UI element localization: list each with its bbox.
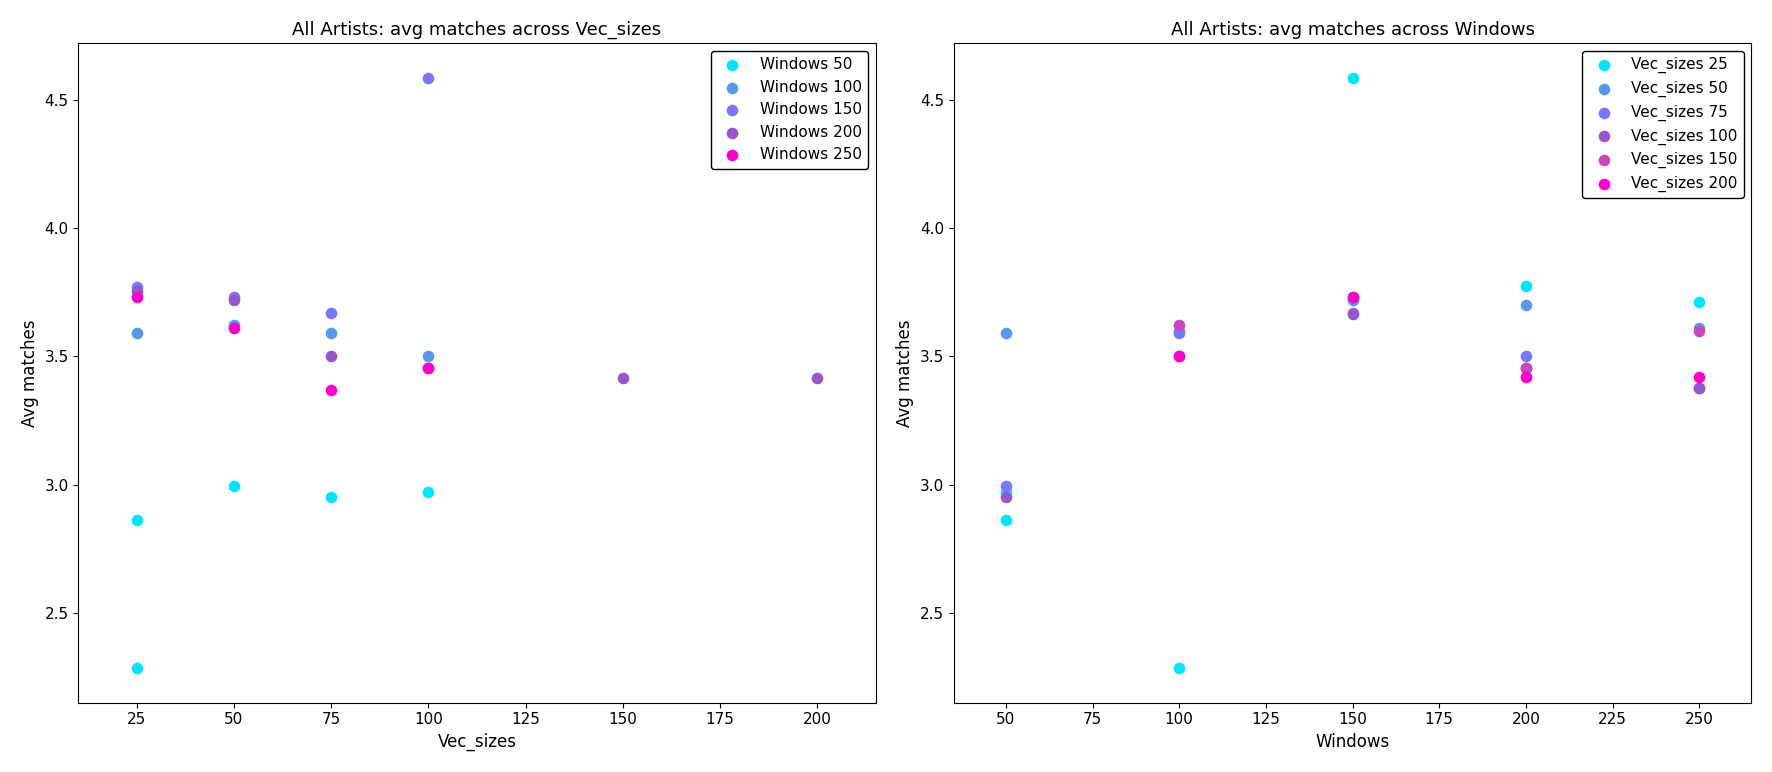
Vec_sizes 75 xyxy=(1685,382,1714,394)
Windows 50 xyxy=(220,479,248,492)
Windows 150 xyxy=(220,291,248,303)
Windows 200 xyxy=(803,372,831,384)
Vec_sizes 200 xyxy=(1164,350,1193,362)
Windows 250 xyxy=(317,384,346,396)
Vec_sizes 200 xyxy=(1338,291,1366,303)
Title: All Artists: avg matches across Vec_sizes: All Artists: avg matches across Vec_size… xyxy=(292,21,661,39)
Y-axis label: Avg matches: Avg matches xyxy=(897,319,914,427)
Windows 200 xyxy=(122,285,151,297)
Windows 100 xyxy=(415,350,443,362)
Vec_sizes 100 xyxy=(992,491,1021,503)
Windows 50 xyxy=(415,486,443,499)
Legend: Vec_sizes 25, Vec_sizes 50, Vec_sizes 75, Vec_sizes 100, Vec_sizes 150, Vec_size: Vec_sizes 25, Vec_sizes 50, Vec_sizes 75… xyxy=(1582,51,1744,198)
Windows 100 xyxy=(220,320,248,332)
Vec_sizes 25 xyxy=(1512,279,1540,292)
Vec_sizes 25 xyxy=(1164,662,1193,674)
Windows 100 xyxy=(122,327,151,340)
Windows 200 xyxy=(220,293,248,306)
Windows 200 xyxy=(608,372,636,384)
Vec_sizes 150 xyxy=(1338,291,1366,303)
Vec_sizes 100 xyxy=(1685,382,1714,394)
Windows 150 xyxy=(415,72,443,84)
Vec_sizes 75 xyxy=(992,479,1021,492)
Vec_sizes 200 xyxy=(1685,371,1714,383)
Vec_sizes 25 xyxy=(992,514,1021,527)
Title: All Artists: avg matches across Windows: All Artists: avg matches across Windows xyxy=(1171,21,1535,39)
Vec_sizes 50 xyxy=(992,327,1021,340)
Vec_sizes 25 xyxy=(1338,72,1366,84)
Windows 50 xyxy=(122,514,151,527)
Vec_sizes 200 xyxy=(1512,371,1540,383)
Vec_sizes 100 xyxy=(1512,361,1540,374)
Windows 50 xyxy=(122,662,151,674)
Vec_sizes 25 xyxy=(1685,296,1714,309)
Vec_sizes 50 xyxy=(1164,324,1193,337)
Windows 100 xyxy=(317,327,346,340)
Vec_sizes 100 xyxy=(1338,308,1366,320)
Vec_sizes 50 xyxy=(1685,322,1714,334)
Windows 250 xyxy=(122,291,151,303)
Windows 200 xyxy=(317,350,346,362)
X-axis label: Windows: Windows xyxy=(1315,733,1389,751)
X-axis label: Vec_sizes: Vec_sizes xyxy=(438,733,516,751)
Windows 250 xyxy=(220,322,248,334)
Vec_sizes 50 xyxy=(1512,299,1540,311)
Windows 150 xyxy=(122,281,151,293)
Windows 50 xyxy=(317,491,346,503)
Vec_sizes 25 xyxy=(992,486,1021,499)
Vec_sizes 75 xyxy=(1512,350,1540,362)
Vec_sizes 50 xyxy=(1338,293,1366,306)
Windows 200 xyxy=(415,361,443,374)
Y-axis label: Avg matches: Avg matches xyxy=(21,319,39,427)
Vec_sizes 75 xyxy=(1338,306,1366,319)
Legend: Windows 50, Windows 100, Windows 150, Windows 200, Windows 250: Windows 50, Windows 100, Windows 150, Wi… xyxy=(711,51,868,168)
Vec_sizes 150 xyxy=(1685,324,1714,337)
Vec_sizes 150 xyxy=(1512,361,1540,374)
Vec_sizes 100 xyxy=(1164,350,1193,362)
Vec_sizes 75 xyxy=(1164,327,1193,340)
Windows 150 xyxy=(317,306,346,319)
Windows 250 xyxy=(415,361,443,374)
Vec_sizes 150 xyxy=(1164,320,1193,332)
